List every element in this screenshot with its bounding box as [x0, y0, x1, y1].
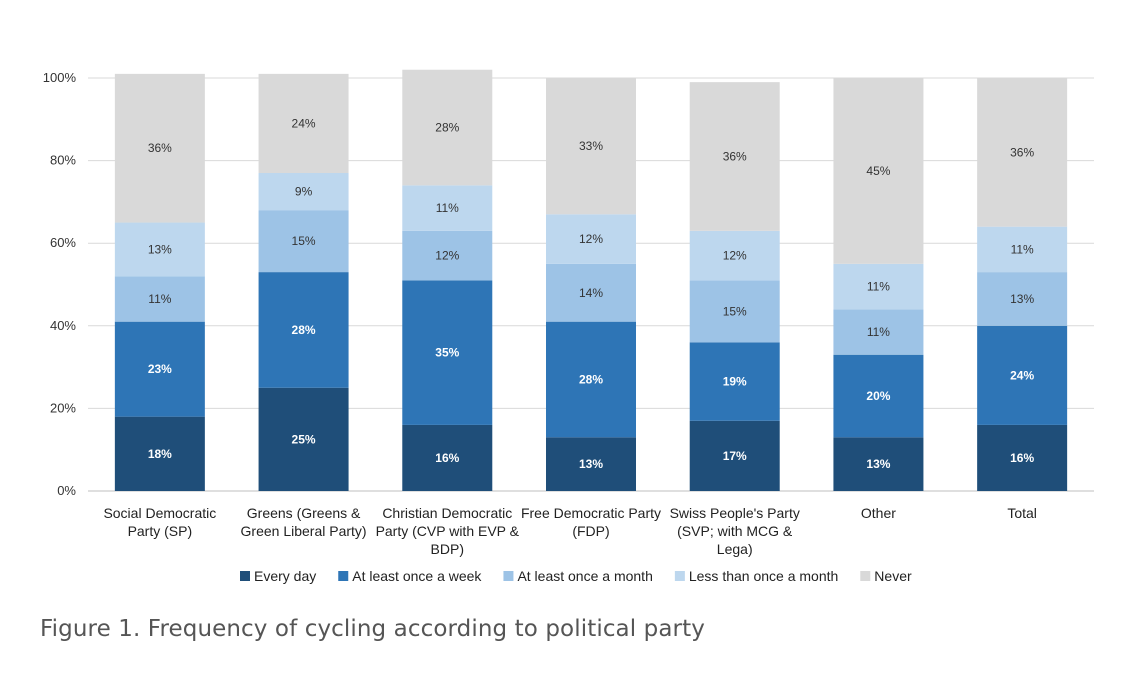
- data-label: 20%: [866, 389, 890, 403]
- data-label: 12%: [435, 249, 459, 263]
- data-label: 15%: [723, 304, 747, 318]
- bar-segment: [833, 354, 924, 438]
- legend-swatch: [674, 571, 685, 581]
- data-label: 35%: [435, 346, 459, 360]
- data-label: 13%: [148, 242, 172, 256]
- bar-segment: [977, 272, 1068, 326]
- bar-segment: [114, 416, 205, 491]
- bar-segment: [258, 387, 349, 491]
- bar-segment: [546, 214, 636, 264]
- bar-segment: [402, 185, 493, 231]
- bar-segment: [689, 280, 780, 343]
- data-label: 16%: [435, 451, 459, 465]
- data-label: 24%: [292, 116, 316, 130]
- data-label: 18%: [148, 447, 172, 461]
- bar-segment: [402, 230, 493, 281]
- data-label: 23%: [148, 362, 172, 376]
- bar-segment: [977, 78, 1068, 227]
- data-label: 36%: [148, 141, 172, 155]
- stacked-bar-chart: 0% 20% 40% 60% 80% 100% 18% 23% 11% 13% 36% 25% 28%…: [43, 69, 1094, 584]
- data-label: 16%: [1010, 451, 1034, 465]
- data-label: 11%: [436, 201, 459, 215]
- x-tick-label: Free Democratic Party (FDP): [521, 505, 661, 539]
- bar-segment: [977, 424, 1068, 491]
- data-label: 28%: [435, 121, 459, 135]
- legend-swatch: [338, 571, 349, 581]
- data-label: 36%: [1010, 145, 1034, 159]
- x-tick-label: Other: [861, 505, 896, 521]
- bar-segment: [258, 272, 349, 388]
- bar-segment: [258, 210, 349, 273]
- legend-swatch: [503, 571, 514, 581]
- data-label: 33%: [579, 139, 603, 153]
- y-tick-label: 80%: [50, 153, 76, 168]
- data-label: 11%: [1011, 242, 1034, 256]
- x-tick-label: Social Democratic Party (SP): [103, 505, 216, 539]
- bar-segment: [114, 321, 205, 417]
- legend-label: Less than once a month: [689, 568, 838, 584]
- data-label: 13%: [1010, 292, 1034, 306]
- bar-segment: [689, 342, 780, 421]
- x-tick-label: Swiss People's Party (SVP; with MCG & Lega…: [670, 505, 800, 557]
- bar-segment: [833, 78, 924, 264]
- data-label: 36%: [723, 149, 747, 163]
- bar-segment: [402, 424, 493, 491]
- bar-segment: [977, 325, 1068, 425]
- data-label: 12%: [723, 249, 747, 263]
- bar-segment: [114, 276, 205, 322]
- bar-segment: [258, 73, 349, 173]
- data-label: 24%: [1010, 368, 1034, 382]
- y-axis: 0% 20% 40% 60% 80% 100%: [43, 70, 77, 498]
- bar-segment: [689, 230, 780, 281]
- data-label: 28%: [579, 372, 603, 386]
- data-label: 13%: [866, 457, 890, 471]
- bar-segment: [546, 263, 636, 322]
- data-label: 17%: [723, 449, 747, 463]
- data-label: 14%: [579, 286, 603, 300]
- data-label: 25%: [292, 432, 316, 446]
- bar-segment: [546, 321, 636, 438]
- legend-label: At least once a month: [517, 568, 652, 584]
- y-tick-label: 100%: [43, 70, 77, 85]
- legend-swatch: [860, 571, 871, 581]
- legend-swatch: [240, 571, 250, 581]
- bar-segment: [689, 82, 780, 231]
- data-label: 11%: [867, 280, 890, 294]
- legend-label: Never: [874, 568, 912, 584]
- x-tick-label: Greens (Greens & Green Liberal Party): [241, 505, 367, 539]
- y-tick-label: 0%: [57, 483, 76, 498]
- y-tick-label: 20%: [50, 400, 76, 415]
- data-label: 45%: [866, 164, 890, 178]
- figure-caption: Figure 1. Frequency of cycling according…: [40, 616, 705, 642]
- bar-segment: [546, 437, 636, 491]
- bar-segment: [546, 78, 636, 215]
- data-label: 28%: [292, 323, 316, 337]
- y-tick-label: 40%: [50, 318, 76, 333]
- data-label: 11%: [867, 325, 890, 339]
- y-tick-label: 60%: [50, 235, 76, 250]
- bar-segment: [833, 309, 924, 355]
- legend-label: Every day: [254, 568, 316, 584]
- data-label: 12%: [579, 232, 603, 246]
- legend: Every day At least once a week At least on…: [240, 568, 912, 584]
- bar-segment: [258, 172, 349, 211]
- data-label: 11%: [148, 292, 171, 306]
- bar-segment: [402, 280, 493, 425]
- data-label: 13%: [579, 457, 603, 471]
- data-label: 19%: [723, 375, 747, 389]
- bar-segment: [977, 226, 1068, 273]
- data-label: 15%: [292, 234, 316, 248]
- legend-label: At least once a week: [352, 568, 482, 584]
- bar-segment: [114, 73, 205, 223]
- data-label: 9%: [295, 185, 313, 199]
- bar-segment: [402, 69, 493, 186]
- x-tick-label: Total: [1007, 505, 1037, 521]
- bar-segment: [689, 420, 780, 491]
- bars: 18% 23% 11% 13% 36% 25% 28% 15% 9% 24% 16% 35% 12% 11…: [114, 69, 1068, 491]
- bar-segment: [114, 222, 205, 277]
- bar-segment: [833, 437, 924, 491]
- x-axis: Social Democratic Party (SP) Greens (Green…: [103, 505, 1036, 557]
- bar-segment: [833, 263, 924, 310]
- x-tick-label: Christian Democratic Party (CVP with EVP …: [376, 505, 520, 557]
